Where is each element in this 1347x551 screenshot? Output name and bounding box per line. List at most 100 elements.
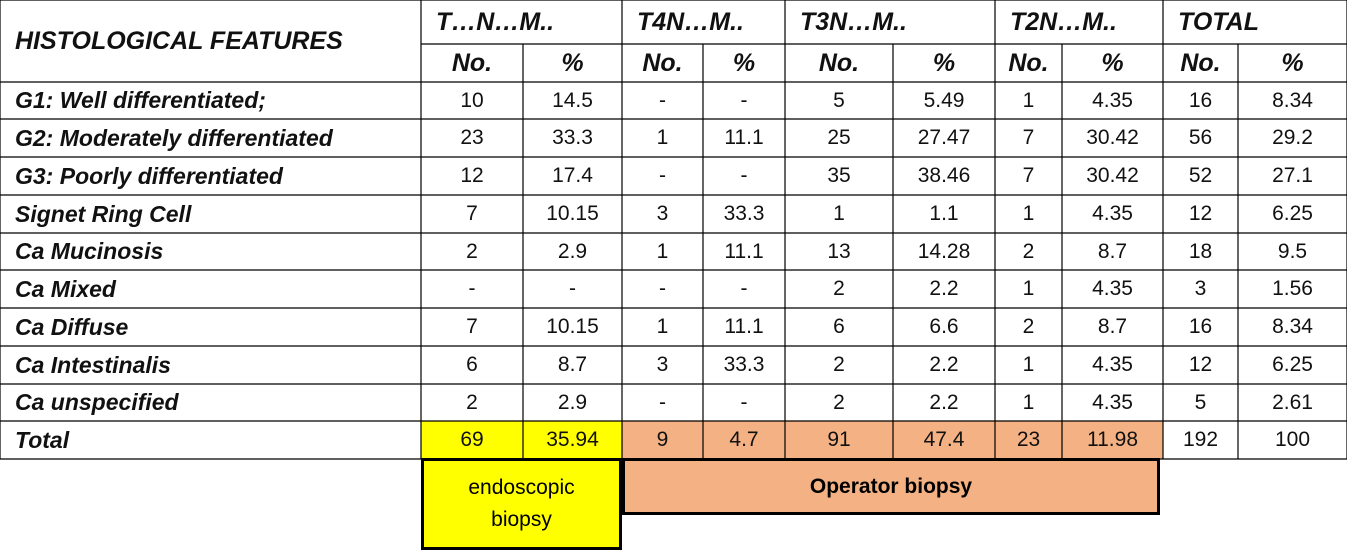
cell-value: - xyxy=(468,277,476,300)
cell-value: 7 xyxy=(1022,164,1035,187)
cell-value: 23 xyxy=(460,126,484,149)
cell-value: 17.4 xyxy=(552,164,593,187)
cell-value: 5 xyxy=(1194,390,1207,414)
cell-value: - xyxy=(740,164,748,187)
cell-value: 1 xyxy=(1022,88,1035,112)
cell-value: 33.3 xyxy=(552,126,593,149)
cell-value: - xyxy=(659,390,666,414)
total-fill xyxy=(1062,421,1163,459)
sub-header: No. xyxy=(1180,48,1221,77)
cell-value: 3 xyxy=(656,202,669,225)
cell-value: 10 xyxy=(460,88,484,112)
cell-value: - xyxy=(659,164,666,187)
cell-value: - xyxy=(740,277,748,300)
cell-value: 1 xyxy=(656,315,669,338)
cell-value: 12 xyxy=(460,164,484,187)
cell-value: 38.46 xyxy=(917,164,971,187)
cell-value: - xyxy=(659,88,666,112)
group-header: T3N…M.. xyxy=(800,7,907,36)
cell-value: 2 xyxy=(833,353,845,376)
cell-value: 8.34 xyxy=(1272,88,1313,112)
cell-value: 9.5 xyxy=(1277,239,1308,263)
group-header: T4N…M.. xyxy=(637,7,744,36)
cell-value: 5.49 xyxy=(923,88,965,112)
cell-value: 4.7 xyxy=(729,428,759,451)
row-label: Signet Ring Cell xyxy=(15,200,192,227)
cell-value: 7 xyxy=(1022,126,1035,149)
row-label: Ca unspecified xyxy=(15,389,179,415)
cell-value: 6.25 xyxy=(1272,353,1313,376)
group-header: T2N…M.. xyxy=(1010,7,1117,36)
cell-value: 1 xyxy=(1022,390,1035,414)
cell-value: 1.56 xyxy=(1272,277,1313,300)
cell-value: 14.28 xyxy=(917,239,971,263)
cell-value: 2 xyxy=(466,390,478,414)
table-grid xyxy=(0,0,1347,460)
cell-value: 18 xyxy=(1188,239,1213,263)
cell-value: 11.1 xyxy=(724,126,764,149)
cell-value: 30.42 xyxy=(1086,126,1139,149)
endoscopic-note: endoscopic biopsy xyxy=(421,458,622,550)
cell-value: - xyxy=(569,277,576,300)
cell-value: 7 xyxy=(466,315,478,338)
cell-value: 9 xyxy=(656,428,669,451)
cell-value: 35.94 xyxy=(546,428,599,451)
total-fill xyxy=(703,421,785,459)
sub-header: % xyxy=(561,48,584,77)
cell-value: 4.35 xyxy=(1092,88,1133,112)
cell-value: 11.1 xyxy=(724,315,764,338)
cell-value: 14.5 xyxy=(552,88,593,112)
cell-value: 3 xyxy=(656,353,669,376)
row-label: Total xyxy=(15,426,70,453)
cell-value: 12 xyxy=(1188,353,1213,376)
row-label: G1: Well differentiated; xyxy=(15,87,266,113)
cell-value: 2.2 xyxy=(929,277,959,300)
cell-value: 2.9 xyxy=(557,390,588,414)
cell-value: 2.9 xyxy=(557,239,588,263)
cell-value: 10.15 xyxy=(546,202,599,225)
cell-value: - xyxy=(659,277,666,300)
cell-value: 8.34 xyxy=(1272,315,1313,338)
row-label: G2: Moderately differentiated xyxy=(15,124,333,151)
cell-value: 100 xyxy=(1274,428,1311,451)
sub-header: No. xyxy=(451,48,493,77)
row-label: G3: Poorly differentiated xyxy=(15,162,283,189)
cell-value: 56 xyxy=(1188,126,1213,149)
cell-value: 33.3 xyxy=(723,353,765,376)
cell-value: 1.1 xyxy=(929,202,959,225)
cell-value: 1 xyxy=(1022,202,1035,225)
cell-value: 2.2 xyxy=(929,353,959,376)
cell-value: 25 xyxy=(827,126,851,149)
total-fill xyxy=(421,421,523,459)
cell-value: 6.6 xyxy=(929,315,959,338)
sub-header: No. xyxy=(1008,48,1049,77)
operator-note: Operator biopsy xyxy=(622,458,1160,515)
cell-value: 91 xyxy=(827,428,851,451)
cell-value: 4.35 xyxy=(1092,390,1133,414)
cell-value: 2 xyxy=(466,239,478,263)
cell-value: 35 xyxy=(827,164,851,187)
sub-header: % xyxy=(732,48,756,77)
total-fill xyxy=(995,421,1062,459)
cell-value: 5 xyxy=(833,88,845,112)
cell-value: 2 xyxy=(833,277,845,300)
sub-header: No. xyxy=(818,48,860,77)
cell-value: 6.25 xyxy=(1272,202,1313,225)
cell-value: 16 xyxy=(1188,315,1213,338)
cell-value: 52 xyxy=(1188,164,1213,187)
cell-value: 11.1 xyxy=(724,239,764,263)
row-label: Ca Mucinosis xyxy=(15,238,164,264)
group-header: TOTAL xyxy=(1178,7,1260,36)
cell-value: 2 xyxy=(1022,315,1035,338)
cell-value: 23 xyxy=(1016,428,1041,451)
cell-value: 4.35 xyxy=(1092,277,1133,300)
total-fill xyxy=(785,421,893,459)
cell-value: 12 xyxy=(1188,202,1213,225)
row-label: Ca Intestinalis xyxy=(15,351,171,378)
cell-value: 1 xyxy=(656,126,669,149)
cell-value: 8.7 xyxy=(1097,239,1128,263)
total-fill xyxy=(893,421,995,459)
cell-value: 29.2 xyxy=(1272,126,1313,149)
cell-value: 3 xyxy=(1194,277,1207,300)
group-header: T…N…M.. xyxy=(436,7,555,36)
